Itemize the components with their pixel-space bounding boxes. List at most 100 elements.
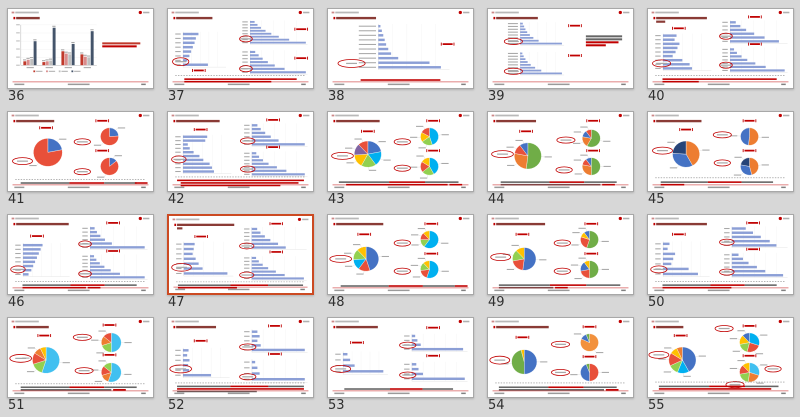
slide-thumbnail-41[interactable] [7,111,154,192]
red-bracket-label [269,222,283,226]
company-logo-icon [138,113,150,118]
slide-cell: 37 [160,4,320,107]
slide-footer [12,184,149,189]
slide-header [491,114,519,117]
slide-footer [12,390,149,395]
slide-number: 40 [648,89,665,104]
annotation-text-block [102,42,141,48]
red-bracket-label [672,26,686,30]
slide-preview [8,318,153,397]
slide-footer [652,184,789,189]
slide-preview [328,318,473,397]
slide-cell: 47 [160,210,320,313]
slide-thumbnail-42[interactable] [167,111,314,192]
slide-thumbnail-52[interactable] [167,317,314,398]
red-bracket-label [266,145,280,149]
annotation-circle [652,59,672,68]
slide-header [11,114,39,117]
slide-thumbnail-49[interactable] [487,214,634,295]
slide-footer [492,287,629,292]
slide-title [493,16,538,20]
note-text-lines [360,79,441,81]
red-bracket-label [350,341,364,345]
annotation-circle [719,238,735,246]
horizontal-bar-chart [507,22,565,46]
annotation-circle [9,354,32,363]
slide-cell: 38 [320,4,480,107]
slide-thumbnail-54[interactable] [487,317,634,398]
slide-header [491,320,519,323]
slide-number: 42 [168,192,185,207]
red-bracket-label [102,353,117,357]
red-bracket-label [568,24,582,28]
slide-footer [652,390,789,395]
note-text-lines [498,284,621,289]
slide-thumbnail-38[interactable] [327,8,474,89]
slide-thumbnail-45[interactable] [647,111,794,192]
red-bracket-label [568,54,582,58]
annotation-circle [648,350,670,359]
slide-thumbnail-36[interactable] [7,8,154,89]
slide-preview [168,9,313,88]
red-bracket-label [106,249,120,253]
slide-footer [332,184,469,189]
annotation-circle [650,265,668,274]
annotation-circle [239,242,255,250]
slide-header [331,11,359,14]
company-logo-icon [458,113,470,118]
annotation-circle [240,137,256,145]
company-logo-icon [618,10,630,15]
slide-footer [492,81,629,86]
slide-thumbnail-55[interactable] [647,317,794,398]
red-bracket-label [515,232,530,236]
slide-thumbnail-48[interactable] [327,214,474,295]
slide-header [491,11,519,14]
annotation-circle [393,138,411,146]
red-bracket-label [361,129,375,133]
annotation-circle [337,59,366,68]
pie-chart [733,156,769,176]
slide-thumbnail-53[interactable] [327,317,474,398]
annotation-circle [393,267,411,275]
slide-preview [8,112,153,191]
company-logo-icon [297,217,309,221]
note-text-lines [500,181,617,186]
annotation-circle [399,371,417,379]
horizontal-bar-chart [722,47,788,73]
annotation-circle [73,138,91,146]
company-logo-icon [298,10,310,15]
slide-title [13,325,49,329]
slide-footer [652,81,789,86]
slide-cell: 48 [320,210,480,313]
slide-title [333,325,378,329]
slide-thumbnail-51[interactable] [7,317,154,398]
red-bracket-label [742,119,757,123]
slide-preview [168,112,313,191]
annotation-circle [78,270,92,278]
pie-chart [411,228,449,249]
annotation-circle [330,365,352,373]
horizontal-bar-chart [242,20,308,45]
red-bracket-label [440,42,455,46]
slide-thumbnail-39[interactable] [487,8,634,89]
slide-thumbnail-50[interactable] [647,214,794,295]
red-bracket-label [582,325,597,329]
slide-thumbnail-37[interactable] [167,8,314,89]
slide-thumbnail-40[interactable] [647,8,794,89]
slide-thumbnail-46[interactable] [7,214,154,295]
annotation-circle [553,239,571,247]
slide-header [491,217,519,220]
slide-thumbnail-43[interactable] [327,111,474,192]
annotation-circle [719,268,735,276]
slide-number: 55 [648,398,665,413]
slide-header [171,114,199,117]
slide-header [651,217,679,220]
slide-thumbnail-47[interactable] [167,214,314,295]
slide-number: 52 [168,398,185,413]
red-bracket-label [266,118,280,122]
pie-chart [344,244,389,275]
slide-thumbnail-44[interactable] [487,111,634,192]
red-bracket-label [424,252,439,256]
slide-footer [492,390,629,395]
pie-chart [570,363,609,382]
